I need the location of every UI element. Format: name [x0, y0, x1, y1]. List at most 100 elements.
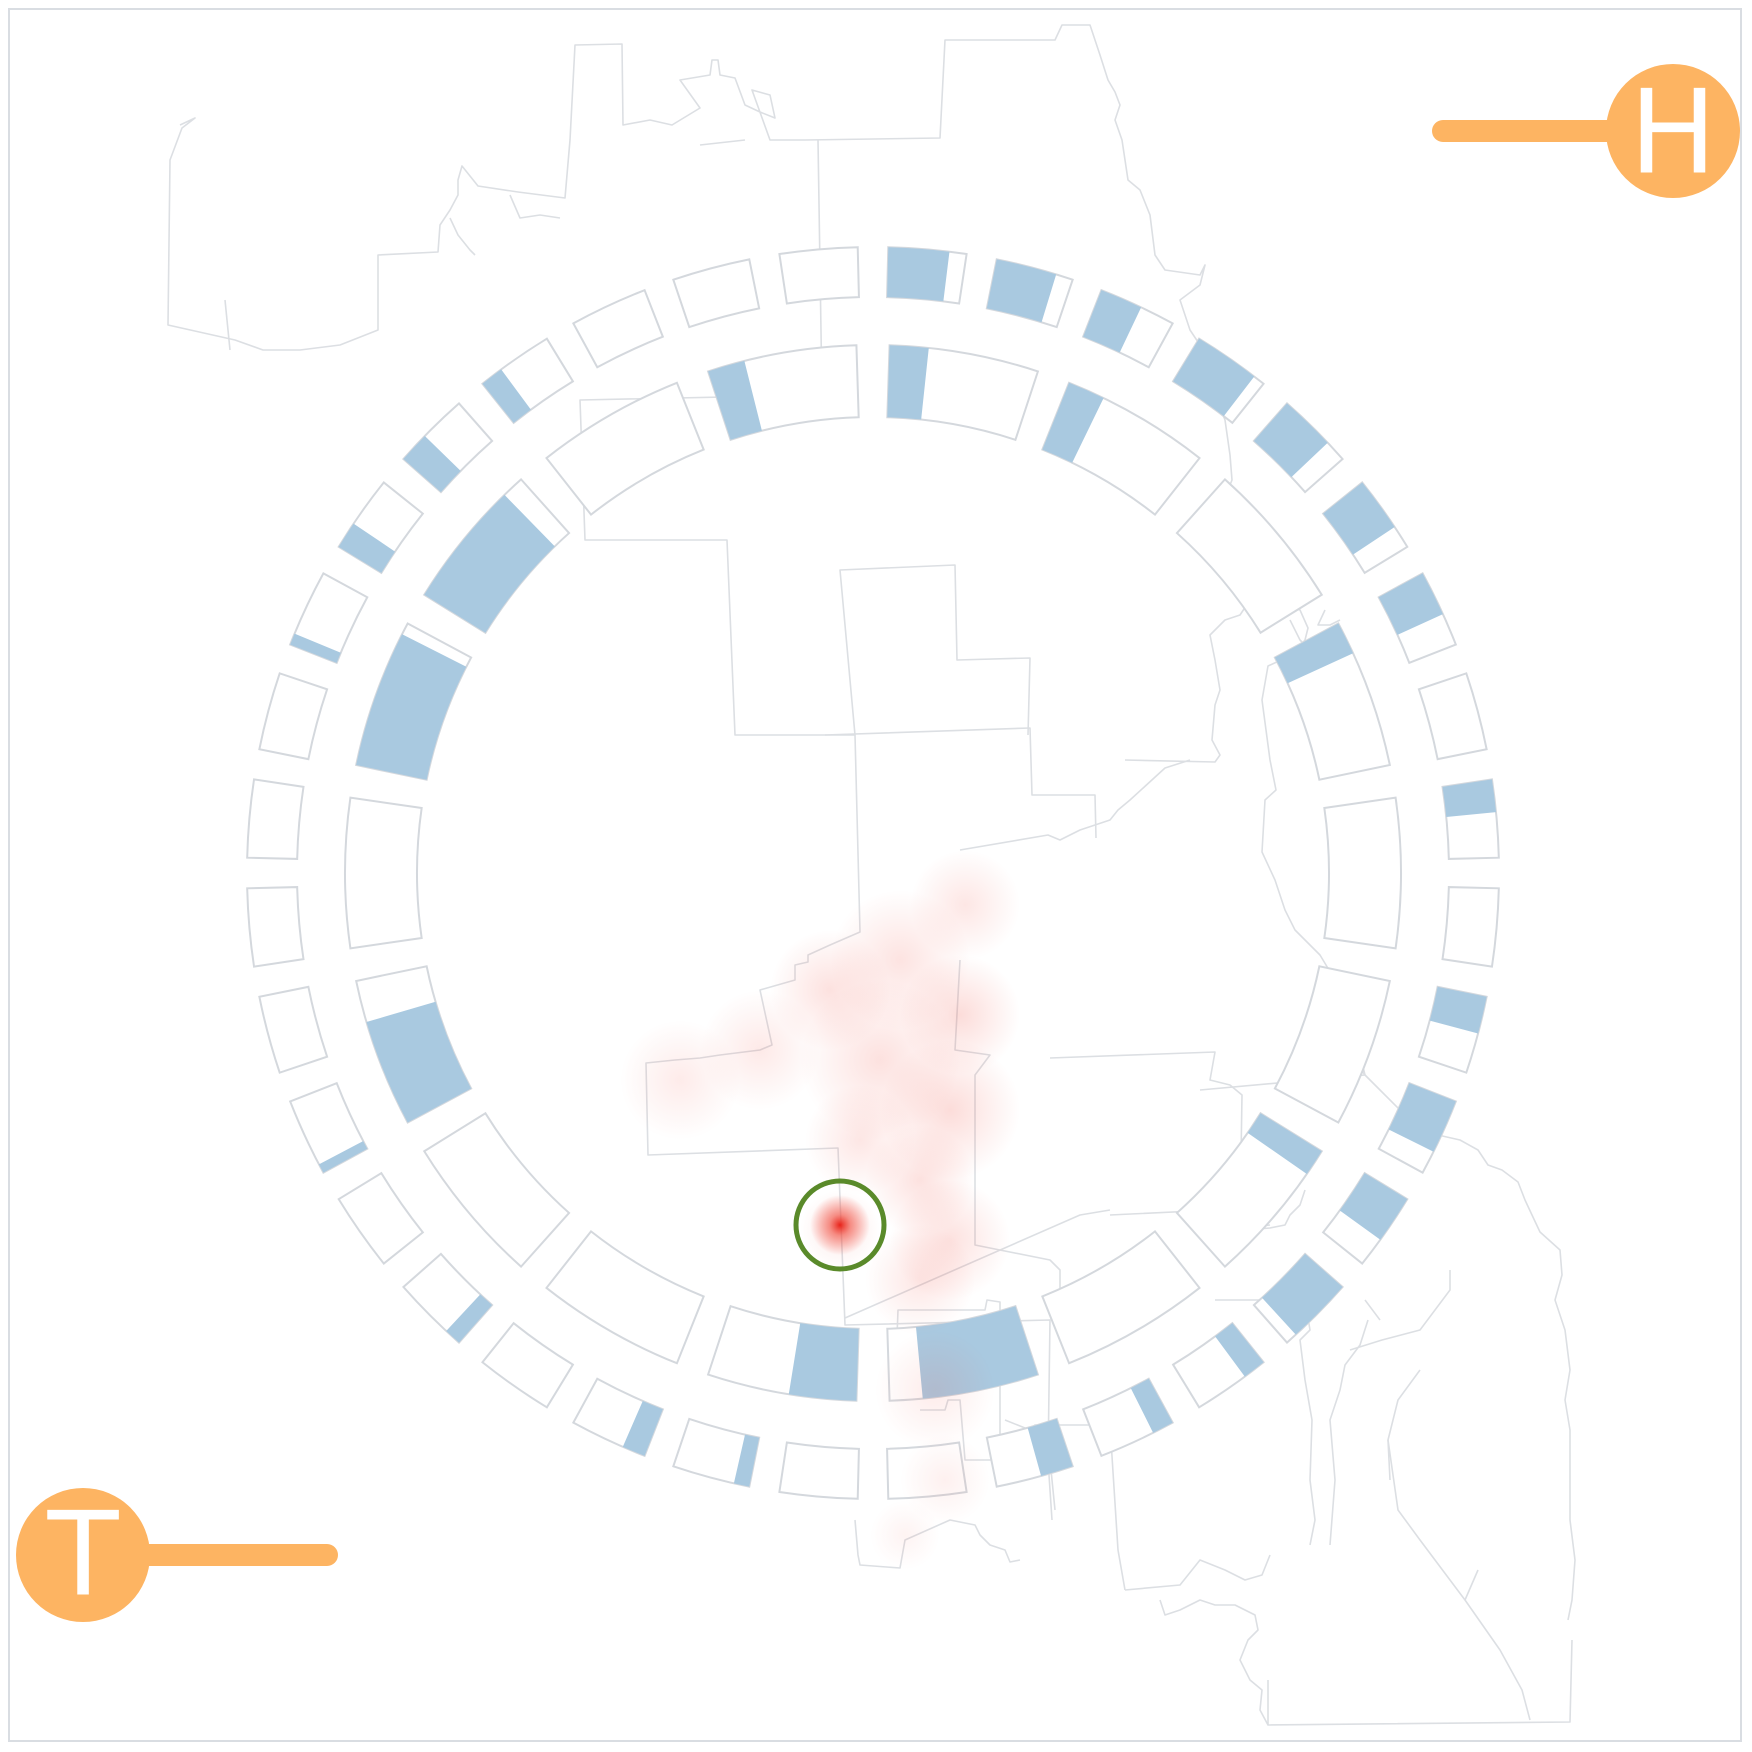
inner-ring-segment-fill [1042, 382, 1104, 463]
outer-ring-segment-fill [986, 259, 1057, 323]
outer-ring-segment [288, 1081, 369, 1175]
inner-ring-segment [545, 381, 705, 517]
outer-ring-segment-outline [481, 1321, 575, 1409]
inner-ring-segment-outline [1175, 477, 1324, 635]
inner-ring-segment-fill [366, 1001, 472, 1123]
outer-ring-segment-fill [1215, 1323, 1264, 1377]
inner-ring-segment-fill [424, 494, 555, 633]
outer-ring-segment-outline [571, 288, 665, 369]
inner-ring-segment-outline [1273, 965, 1392, 1124]
outer-ring-segment-fill [403, 435, 461, 493]
outer-ring-segment-outline [1417, 672, 1488, 761]
outer-ring-segment-outline [258, 985, 329, 1074]
inner-ring-segment-fill [356, 634, 467, 780]
h-marker-icon [1606, 64, 1740, 198]
inner-ring-segment [422, 1111, 571, 1269]
outer-ring-segment-fill [338, 523, 396, 573]
outer-ring-segment-fill [1339, 1173, 1408, 1240]
outer-ring-segment [481, 337, 575, 425]
outer-ring-segment-fill [1027, 1418, 1073, 1477]
outer-ring-segment [337, 1171, 425, 1265]
outer-ring-segment-fill [1378, 573, 1443, 635]
outer-ring-segment [571, 288, 665, 369]
outer-ring-segment [1321, 1171, 1409, 1265]
outer-ring-segment [1441, 778, 1500, 860]
inner-ring-segment-fill [788, 1323, 859, 1401]
t-marker-icon [16, 1488, 150, 1622]
outer-ring-segment-outline [672, 258, 761, 329]
outer-ring-segment-fill [482, 369, 531, 423]
outer-ring-segment-fill [887, 247, 950, 302]
inner-ring-segment [354, 622, 473, 781]
inner-ring-segment [1273, 965, 1392, 1124]
inner-ring-segment [706, 344, 860, 442]
outer-ring-segment [1252, 1252, 1344, 1344]
outer-ring-segment-outline [778, 1441, 860, 1500]
inner-ring-segment-outline [545, 381, 705, 517]
inner-ring-segment [422, 477, 571, 635]
outer-ring-segment-fill [1323, 482, 1395, 555]
outer-ring-segment-outline [258, 672, 329, 761]
outer-ring-segment-fill [446, 1294, 493, 1343]
inner-ring-segment [1041, 381, 1201, 517]
inner-ring-segment-fill [708, 360, 762, 440]
heat-cloud [620, 850, 1020, 1570]
outer-ring-segment-fill [1173, 338, 1255, 417]
board-frame [8, 8, 1742, 1742]
inner-ring-segment [706, 1304, 860, 1402]
outer-ring-segment [1171, 1321, 1265, 1409]
outer-ring-segment [258, 672, 329, 761]
outer-ring-segment [1081, 1377, 1175, 1458]
outer-ring-segment-fill [318, 1141, 368, 1173]
outer-ring-segment-outline [1441, 886, 1500, 968]
outer-ring-segment [1081, 288, 1175, 369]
inner-ring-segment-fill [1247, 1113, 1322, 1174]
outer-ring-segment [672, 258, 761, 329]
outer-ring-segment-fill [1429, 986, 1487, 1034]
outer-ring-segment [246, 886, 305, 968]
outer-ring-segment [985, 1417, 1074, 1488]
outer-ring-segment-fill [1253, 403, 1328, 478]
inner-ring-segment [1323, 796, 1402, 950]
inner-ring-segment-outline [1175, 1111, 1324, 1269]
outer-ring-segment [1377, 571, 1458, 665]
inner-ring-segment-outline [1041, 1229, 1201, 1365]
outer-ring-segment [402, 1252, 494, 1344]
t-marker-badge[interactable]: T [16, 1488, 338, 1623]
inner-ring-segment [545, 1229, 705, 1365]
outer-ring-segment-outline [337, 1171, 425, 1265]
outer-ring-segment [571, 1377, 665, 1458]
outer-ring-segment [337, 481, 425, 575]
outer-ring-segment [1252, 402, 1344, 494]
outer-ring-segment-fill [1083, 290, 1142, 353]
inner-ring-segment [1273, 622, 1392, 781]
outer-ring-segment-fill [1388, 1083, 1456, 1152]
inner-ring [344, 344, 1402, 1402]
outer-ring-segment [1171, 337, 1265, 425]
inner-ring-segment [1175, 477, 1324, 635]
h-marker-letter: H [1629, 66, 1716, 201]
outer-ring-segment [258, 985, 329, 1074]
outer-ring-segment [778, 246, 860, 305]
inner-ring-segment-outline [545, 1229, 705, 1365]
inner-ring-segment [886, 344, 1040, 442]
inner-ring-segment [1175, 1111, 1324, 1269]
inner-ring-segment-fill [1274, 623, 1354, 684]
outer-ring-segment-outline [246, 886, 305, 968]
inner-ring-segment-outline [422, 1111, 571, 1269]
inner-ring-segment [1041, 1229, 1201, 1365]
inner-ring-segment-outline [344, 796, 423, 950]
outer-ring-segment [288, 571, 369, 665]
outer-ring-segment-outline [778, 246, 860, 305]
outer-ring-segment [886, 246, 968, 305]
inner-ring-segment [344, 796, 423, 950]
outer-ring-segment [985, 258, 1074, 329]
target-circle-icon[interactable] [793, 1178, 887, 1272]
outer-ring-segment-fill [733, 1434, 760, 1487]
outer-ring-segment-fill [290, 633, 341, 663]
outer-ring-segment [1441, 886, 1500, 968]
h-marker-badge[interactable]: H [1432, 64, 1740, 201]
outer-ring-segment [1417, 985, 1488, 1074]
